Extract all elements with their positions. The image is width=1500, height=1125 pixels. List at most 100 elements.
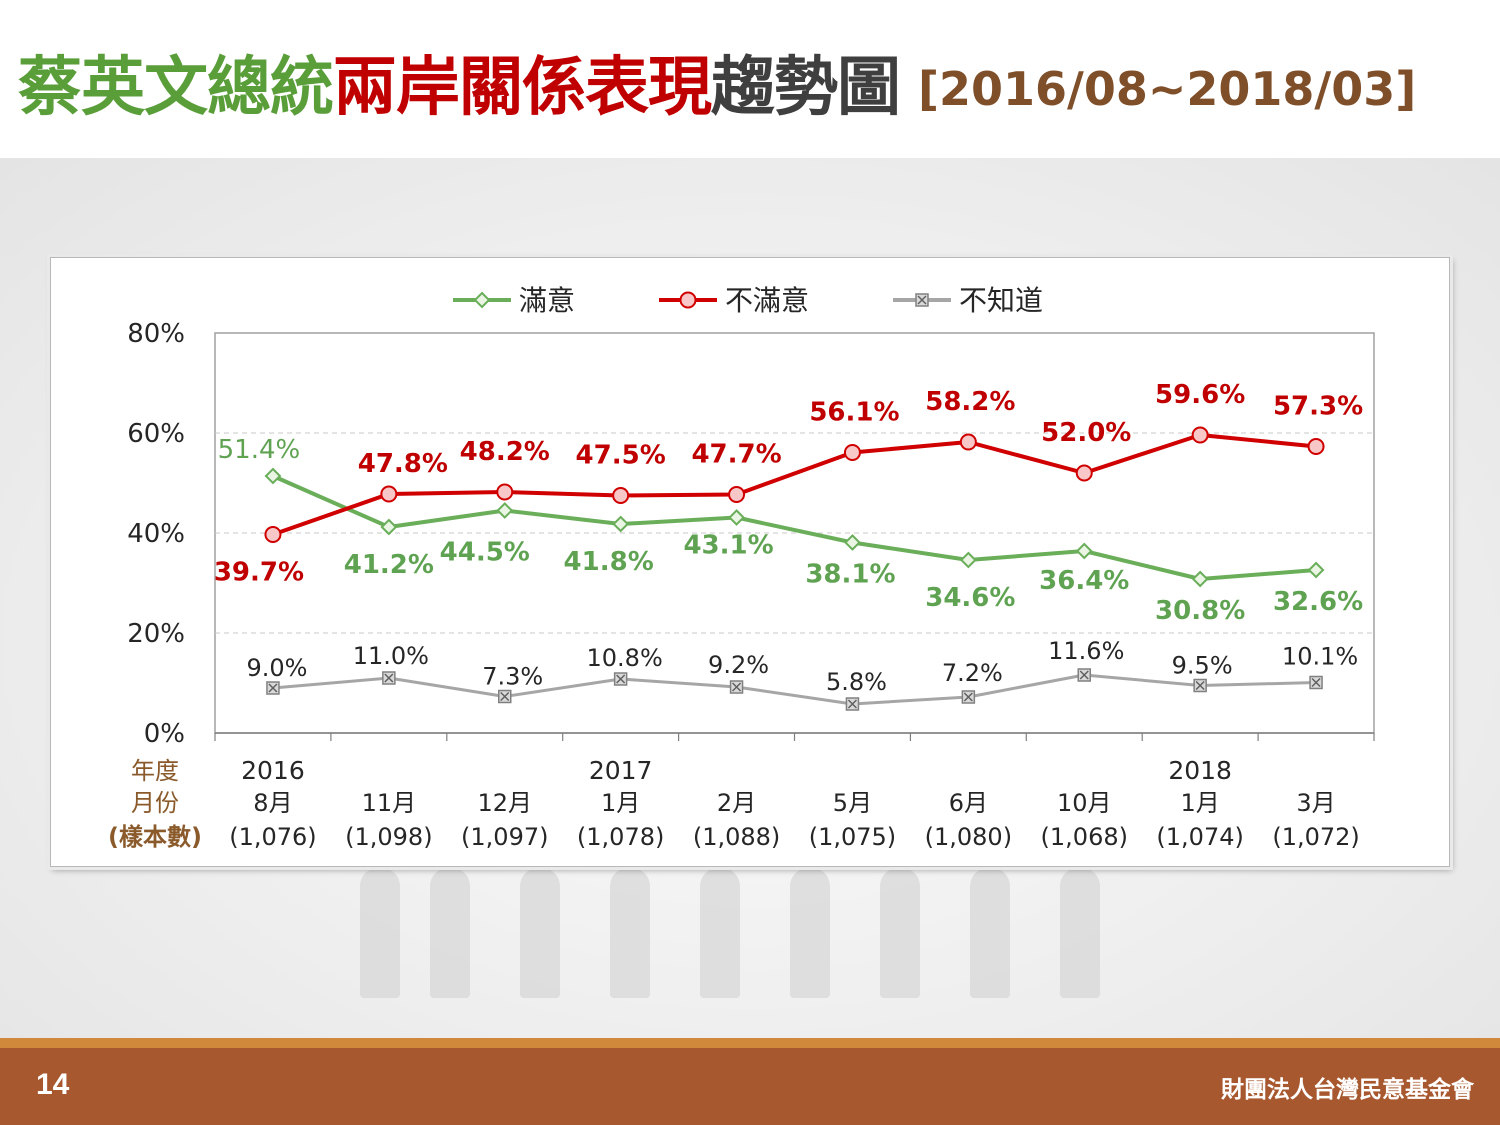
background-figure bbox=[790, 868, 830, 998]
data-point-satisfied bbox=[728, 509, 745, 526]
organization-name: 財團法人台灣民意基金會 bbox=[1221, 1077, 1474, 1103]
x-tick-year: 2017 bbox=[589, 756, 653, 785]
x-row-header-sample: (樣本數) bbox=[108, 823, 202, 851]
data-label-satisfied: 32.6% bbox=[1273, 587, 1363, 617]
background-figure bbox=[610, 868, 650, 998]
data-label-dont-know: 10.8% bbox=[587, 644, 663, 672]
data-label-satisfied: 34.6% bbox=[925, 583, 1015, 613]
data-point-satisfied bbox=[1075, 542, 1093, 560]
data-point-dont-know bbox=[1195, 680, 1205, 691]
data-point-dont-know bbox=[1079, 670, 1089, 680]
data-point-dont-know bbox=[500, 691, 510, 702]
x-tick-sample-size: (1,076) bbox=[229, 823, 316, 851]
data-label-dont-know: 11.0% bbox=[353, 642, 429, 670]
background-figure bbox=[430, 868, 470, 998]
data-label-satisfied: 43.1% bbox=[683, 531, 773, 561]
data-point-dissatisfied bbox=[1191, 426, 1209, 444]
data-point-satisfied bbox=[844, 534, 861, 551]
data-point-dont-know bbox=[847, 699, 857, 709]
data-point-satisfied bbox=[959, 551, 977, 569]
data-point-dissatisfied bbox=[496, 483, 514, 501]
data-label-dissatisfied: 47.5% bbox=[576, 441, 666, 471]
series-line-dont-know bbox=[272, 673, 1317, 706]
data-label-dont-know: 5.8% bbox=[826, 668, 887, 696]
y-tick-label: 40% bbox=[127, 519, 185, 549]
x-tick-sample-size: (1,088) bbox=[693, 823, 780, 851]
data-point-dont-know bbox=[268, 683, 278, 693]
background-figure bbox=[970, 868, 1010, 998]
title-bar: 蔡英文總統兩岸關係表現趨勢圖 [2016/08~2018/03] bbox=[0, 0, 1500, 158]
legend-label: 不滿意 bbox=[725, 284, 809, 317]
data-label-satisfied: 41.2% bbox=[344, 550, 434, 580]
data-label-dont-know: 10.1% bbox=[1282, 643, 1358, 671]
data-label-dont-know: 9.5% bbox=[1172, 652, 1233, 680]
title-part-president: 蔡英文總統 bbox=[18, 51, 334, 125]
data-label-dissatisfied: 58.2% bbox=[925, 387, 1015, 417]
data-point-dont-know bbox=[732, 682, 742, 692]
x-tick-month: 5月 bbox=[833, 789, 872, 817]
background-figure bbox=[880, 868, 920, 998]
data-point-satisfied bbox=[1191, 570, 1209, 588]
footer-accent-stripe bbox=[0, 1038, 1500, 1048]
data-point-dissatisfied bbox=[1307, 438, 1325, 455]
title-part-trend: 趨勢圖 bbox=[711, 51, 901, 125]
data-point-dont-know bbox=[1311, 677, 1321, 688]
legend-swatch-marker bbox=[917, 295, 927, 305]
legend-label: 不知道 bbox=[959, 284, 1043, 317]
page-number: 14 bbox=[36, 1068, 70, 1101]
background-figure bbox=[1060, 868, 1100, 998]
background-figure bbox=[360, 868, 400, 998]
y-tick-label: 20% bbox=[127, 619, 185, 649]
x-tick-sample-size: (1,074) bbox=[1156, 823, 1243, 851]
data-label-dont-know: 9.0% bbox=[246, 654, 307, 682]
x-tick-month: 11月 bbox=[362, 789, 417, 817]
series-line-dissatisfied bbox=[272, 433, 1317, 537]
title-part-relations: 兩岸關係表現 bbox=[333, 51, 712, 125]
data-point-satisfied bbox=[380, 518, 398, 536]
x-row-header-month: 月份 bbox=[131, 789, 179, 817]
data-label-dissatisfied: 52.0% bbox=[1041, 418, 1131, 448]
data-label-dissatisfied: 47.8% bbox=[358, 449, 448, 479]
x-tick-sample-size: (1,097) bbox=[461, 823, 548, 851]
data-label-satisfied: 36.4% bbox=[1039, 566, 1129, 596]
x-tick-sample-size: (1,080) bbox=[925, 823, 1012, 851]
data-label-dissatisfied: 56.1% bbox=[809, 398, 899, 428]
data-point-dissatisfied bbox=[728, 486, 746, 503]
x-tick-month: 3月 bbox=[1296, 789, 1335, 817]
data-point-dissatisfied bbox=[843, 444, 861, 461]
data-point-satisfied bbox=[496, 502, 514, 519]
background-figure bbox=[700, 868, 740, 998]
data-point-dissatisfied bbox=[1075, 464, 1093, 482]
data-point-dissatisfied bbox=[264, 526, 282, 543]
data-point-satisfied bbox=[1307, 561, 1325, 579]
data-point-dont-know bbox=[616, 674, 626, 684]
x-row-header-year: 年度 bbox=[131, 757, 179, 785]
x-tick-sample-size: (1,098) bbox=[345, 823, 432, 851]
legend-swatch-marker bbox=[679, 291, 697, 309]
x-tick-month: 1月 bbox=[1181, 789, 1220, 817]
data-label-dont-know: 7.3% bbox=[482, 663, 543, 691]
page-title: 蔡英文總統兩岸關係表現趨勢圖 [2016/08~2018/03] bbox=[18, 44, 1416, 133]
data-label-satisfied: 38.1% bbox=[805, 560, 895, 590]
x-tick-sample-size: (1,072) bbox=[1272, 823, 1359, 851]
x-tick-month: 8月 bbox=[253, 789, 292, 817]
data-label-dont-know: 11.6% bbox=[1048, 637, 1124, 665]
x-tick-sample-size: (1,068) bbox=[1041, 823, 1128, 851]
data-point-dissatisfied bbox=[380, 485, 398, 503]
data-point-dont-know bbox=[384, 673, 394, 683]
data-label-dissatisfied: 47.7% bbox=[691, 440, 781, 470]
data-point-dissatisfied bbox=[959, 433, 977, 451]
data-point-dissatisfied bbox=[612, 487, 630, 504]
data-label-dissatisfied: 39.7% bbox=[214, 558, 304, 588]
y-tick-label: 0% bbox=[144, 719, 185, 749]
data-label-dissatisfied: 59.6% bbox=[1155, 380, 1245, 410]
x-tick-sample-size: (1,075) bbox=[809, 823, 896, 851]
x-tick-month: 1月 bbox=[601, 789, 640, 817]
x-tick-sample-size: (1,078) bbox=[577, 823, 664, 851]
data-label-satisfied: 44.5% bbox=[440, 538, 530, 568]
data-label-satisfied: 41.8% bbox=[564, 547, 654, 577]
legend-label: 滿意 bbox=[519, 284, 575, 317]
legend-swatch-marker bbox=[473, 291, 491, 309]
x-tick-month: 2月 bbox=[717, 789, 756, 817]
x-tick-year: 2018 bbox=[1168, 756, 1232, 785]
